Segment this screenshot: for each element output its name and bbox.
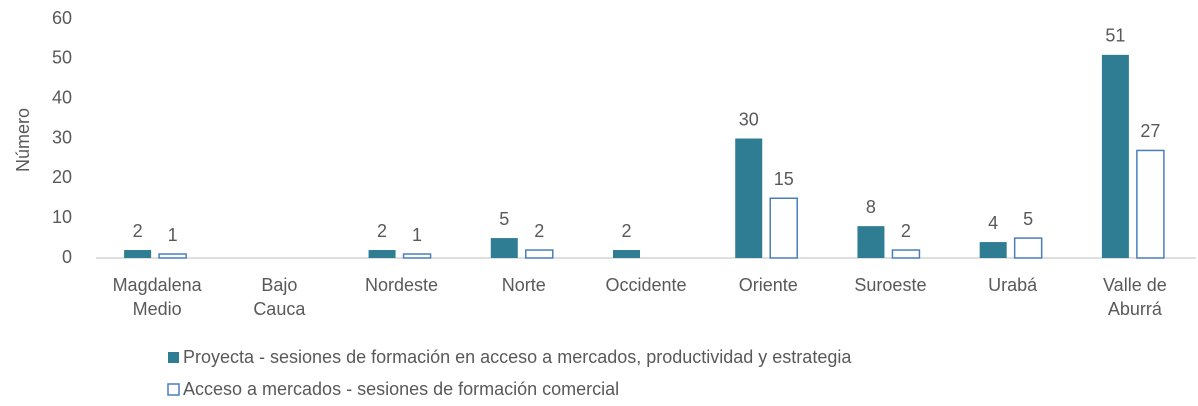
data-label: 27: [1140, 121, 1160, 141]
bar: [402, 253, 432, 259]
x-tick-label: Valle de Aburrá: [1103, 275, 1167, 319]
data-label: 30: [739, 109, 759, 129]
legend-marker: [167, 383, 180, 396]
bar: [158, 253, 187, 259]
data-label: 2: [901, 221, 911, 241]
data-label: 1: [168, 225, 178, 245]
x-tick-label: Norte: [502, 275, 546, 295]
bar: [1013, 237, 1043, 259]
bar: [368, 250, 396, 258]
y-tick-label: 60: [52, 8, 72, 28]
legend-marker: [168, 352, 179, 363]
bar: [735, 138, 763, 258]
data-label: 2: [377, 221, 387, 241]
data-label: 51: [1105, 26, 1125, 46]
data-label: 5: [499, 209, 509, 229]
y-tick-label: 50: [52, 48, 72, 68]
bar: [769, 197, 798, 259]
y-tick-label: 40: [52, 87, 72, 107]
x-tick-label: Oriente: [739, 275, 798, 295]
x-tick-label: Occidente: [605, 275, 686, 295]
x-tick-label: Bajo Cauca: [253, 275, 306, 319]
legend-label: Proyecta - sesiones de formación en acce…: [183, 347, 852, 367]
data-label: 5: [1023, 209, 1033, 229]
bar: [525, 249, 554, 259]
data-label: 8: [866, 197, 876, 217]
legend-label: Acceso a mercados - sesiones de formació…: [183, 379, 619, 399]
data-label: 2: [621, 221, 631, 241]
x-tick-label: Nordeste: [365, 275, 438, 295]
bar: [1136, 149, 1165, 259]
y-tick-label: 20: [52, 167, 72, 187]
y-tick-label: 0: [62, 247, 72, 267]
y-tick-label: 10: [52, 207, 72, 227]
x-tick-label: Magdalena Medio: [113, 275, 203, 319]
y-tick-label: 30: [52, 127, 72, 147]
data-label: 2: [133, 221, 143, 241]
data-label: 15: [774, 169, 794, 189]
bar: [979, 242, 1007, 258]
data-label: 4: [988, 213, 998, 233]
y-axis-title: Número: [13, 108, 33, 172]
bar: [857, 226, 885, 258]
bar: [490, 238, 518, 258]
x-tick-label: Suroeste: [854, 275, 926, 295]
data-label: 1: [412, 225, 422, 245]
data-label: 2: [534, 221, 544, 241]
bar: [891, 249, 921, 259]
bar: [124, 250, 152, 258]
bar: [1101, 54, 1129, 258]
bar: [613, 250, 640, 258]
x-tick-label: Urabá: [988, 275, 1038, 295]
